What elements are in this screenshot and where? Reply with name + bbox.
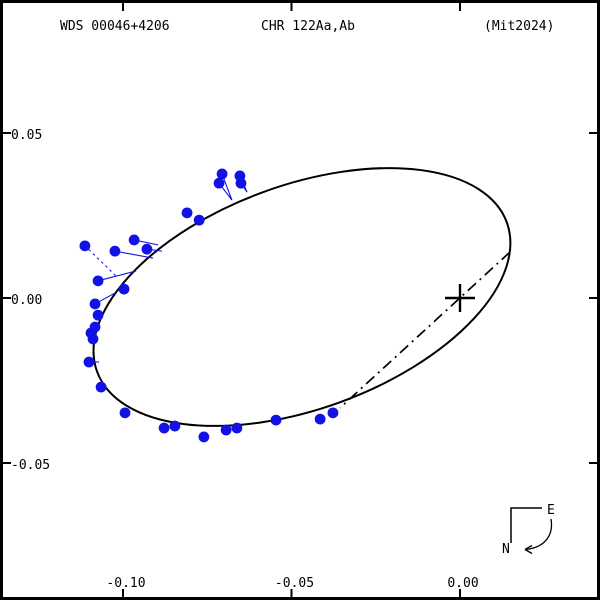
- data-point: [158, 422, 170, 434]
- data-point: [92, 275, 104, 287]
- residual-line: [84, 245, 118, 278]
- residual-line: [114, 250, 154, 259]
- data-point: [314, 413, 326, 425]
- data-point: [141, 243, 153, 255]
- orbit-plot-canvas: [3, 3, 597, 597]
- primary-star-cross: [445, 284, 475, 312]
- data-point: [109, 245, 121, 257]
- data-point: [181, 207, 193, 219]
- x-axis-tick-label: -0.10: [106, 576, 146, 591]
- y-axis-tick-label: -0.05: [11, 458, 51, 473]
- data-point: [220, 424, 232, 436]
- data-point: [128, 234, 140, 246]
- data-point: [169, 420, 181, 432]
- x-axis-tick-label: -0.05: [274, 576, 315, 591]
- compass-north-label: N: [502, 542, 510, 557]
- data-point: [119, 407, 131, 419]
- data-point: [231, 422, 243, 434]
- data-point: [92, 309, 104, 321]
- data-point: [89, 298, 101, 310]
- y-axis-tick-label: 0.05: [11, 128, 43, 143]
- compass-east-label: E: [547, 503, 555, 518]
- data-point: [213, 177, 225, 189]
- data-point: [87, 333, 99, 345]
- wds-identifier: WDS 00046+4206: [60, 19, 170, 34]
- data-point: [270, 414, 282, 426]
- data-point: [235, 177, 247, 189]
- residual-line: [97, 270, 137, 282]
- y-axis-tick-label: 0.00: [11, 293, 43, 308]
- data-point: [83, 356, 95, 368]
- orbit-reference: (Mit2024): [484, 19, 555, 34]
- data-point: [79, 240, 91, 252]
- data-point: [216, 168, 228, 180]
- system-name: CHR 122Aa,Ab: [261, 19, 355, 34]
- data-point: [193, 214, 205, 226]
- data-point: [198, 431, 210, 443]
- data-point: [327, 407, 339, 419]
- compass-icon: [510, 507, 553, 555]
- data-point: [95, 381, 107, 393]
- x-axis-tick-label: 0.00: [447, 576, 479, 591]
- line-of-apsides: [339, 251, 511, 409]
- data-point: [118, 283, 130, 295]
- orbit-ellipse: [92, 167, 512, 427]
